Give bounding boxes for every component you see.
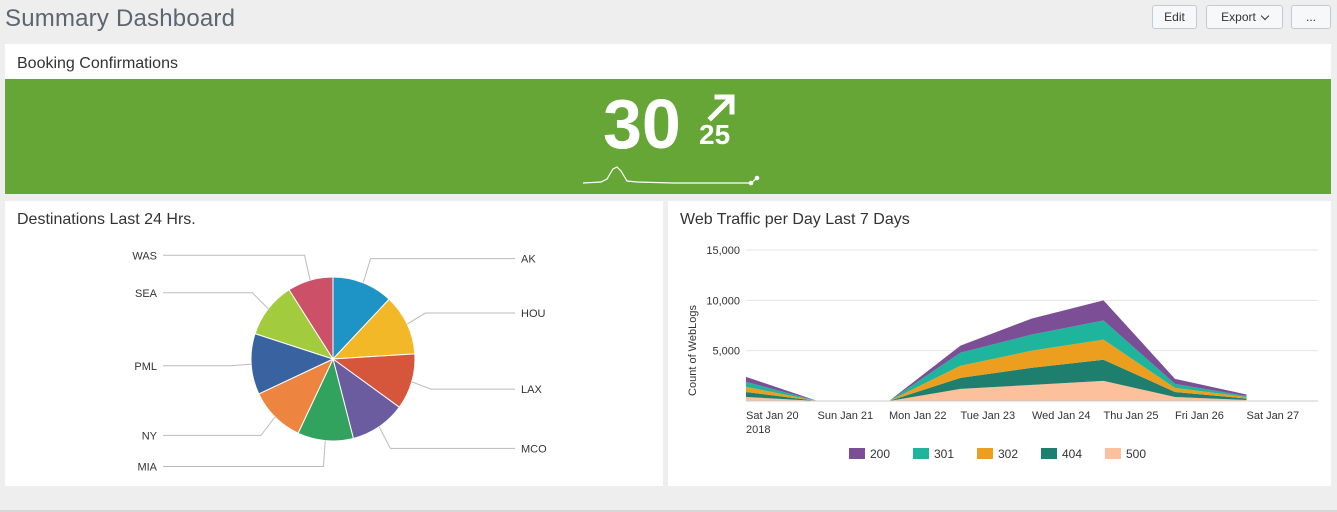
area-series-301[interactable]: [746, 320, 1247, 401]
y-tick-label: 10,000: [706, 295, 740, 307]
pie-slice-ak[interactable]: [332, 276, 390, 361]
destinations-panel: Destinations Last 24 Hrs. AK HOU LAX MCO MIA…: [5, 201, 663, 486]
area-series-200[interactable]: [746, 300, 1247, 401]
x-tick-label: Thu Jan 25: [1104, 410, 1159, 422]
edit-button[interactable]: Edit: [1152, 5, 1197, 29]
pie-label: MCO: [521, 443, 547, 455]
area-series-500[interactable]: [746, 380, 1247, 401]
pie-leader-line: [163, 254, 311, 281]
booking-panel: Booking Confirmations: [5, 44, 1331, 79]
x-tick-label: Tue Jan 23: [961, 410, 1016, 422]
footer-divider: [0, 510, 1337, 512]
arrow-up-right-icon: [707, 94, 735, 122]
sparkline: [583, 166, 760, 186]
sparkline-point: [754, 175, 760, 181]
x-tick-label: Sun Jan 21: [818, 410, 874, 422]
x-tick-label: Mon Jan 22: [889, 410, 946, 422]
pie-leader-line: [378, 426, 515, 449]
more-label: ...: [1305, 10, 1316, 24]
export-button[interactable]: Export: [1206, 5, 1283, 29]
pie-leader-line: [163, 363, 252, 367]
sparkline-point: [748, 180, 754, 186]
pie-label: MIA: [137, 462, 157, 474]
legend-label[interactable]: 301: [934, 447, 954, 461]
y-tick-label: 15,000: [706, 245, 740, 257]
legend-label[interactable]: 500: [1126, 447, 1146, 461]
traffic-panel-title: Web Traffic per Day Last 7 Days: [680, 211, 910, 228]
pie-leader-line: [163, 416, 276, 436]
pie-slice-pml[interactable]: [250, 333, 335, 395]
chevron-down-icon: [1260, 11, 1270, 20]
single-value-number: 30: [603, 85, 681, 163]
x-tick-label: Wed Jan 24: [1032, 410, 1091, 422]
traffic-panel: Web Traffic per Day Last 7 Days 5,000 10,…: [668, 201, 1331, 486]
area-series-302[interactable]: [746, 339, 1247, 401]
legend-swatch: [849, 448, 865, 459]
legend-label[interactable]: 404: [1062, 447, 1082, 461]
x-tick-label: 2018: [746, 424, 770, 436]
legend-swatch: [1041, 448, 1057, 459]
legend-swatch: [913, 448, 929, 459]
pie-label: WAS: [132, 250, 157, 262]
destinations-pie-chart: AK HOU LAX MCO MIA NY PML SEA WAS: [132, 250, 547, 474]
pie-leader-line: [362, 258, 515, 283]
single-value-band: 30 25: [5, 79, 1331, 194]
destinations-panel-title: Destinations Last 24 Hrs.: [17, 211, 196, 228]
pie-leader-line: [163, 440, 326, 468]
legend-swatch: [977, 448, 993, 459]
x-tick-label: Fri Jan 26: [1175, 410, 1224, 422]
booking-panel-title: Booking Confirmations: [17, 55, 178, 72]
export-label: Export: [1221, 10, 1256, 24]
pie-label: NY: [142, 430, 158, 442]
page-title: Summary Dashboard: [5, 5, 236, 32]
pie-label: AK: [521, 254, 536, 266]
traffic-area-chart: 5,000 10,000 15,000 Count of WebLogs Sat Jan…: [687, 245, 1318, 461]
x-tick-label: Sat Jan 27: [1247, 410, 1300, 422]
pie-leader-line: [163, 292, 269, 310]
delta-value: 25: [699, 119, 731, 150]
y-tick-label: 5,000: [712, 346, 740, 358]
legend-label[interactable]: 302: [998, 447, 1018, 461]
y-axis-label: Count of WebLogs: [687, 305, 699, 396]
legend-swatch: [1105, 448, 1121, 459]
edit-label: Edit: [1164, 10, 1185, 24]
legend-label[interactable]: 200: [870, 447, 890, 461]
pie-slice-was[interactable]: [288, 276, 334, 361]
pie-label: PML: [134, 361, 157, 373]
pie-label: HOU: [521, 308, 546, 320]
pie-label: LAX: [521, 384, 542, 396]
pie-slice-hou[interactable]: [331, 298, 416, 360]
more-actions-button[interactable]: ...: [1291, 5, 1331, 29]
x-tick-label: Sat Jan 20: [746, 410, 799, 422]
pie-leader-line: [406, 312, 515, 325]
pie-label: SEA: [135, 288, 158, 300]
area-series-404[interactable]: [746, 359, 1247, 401]
pie-leader-line: [411, 381, 515, 390]
